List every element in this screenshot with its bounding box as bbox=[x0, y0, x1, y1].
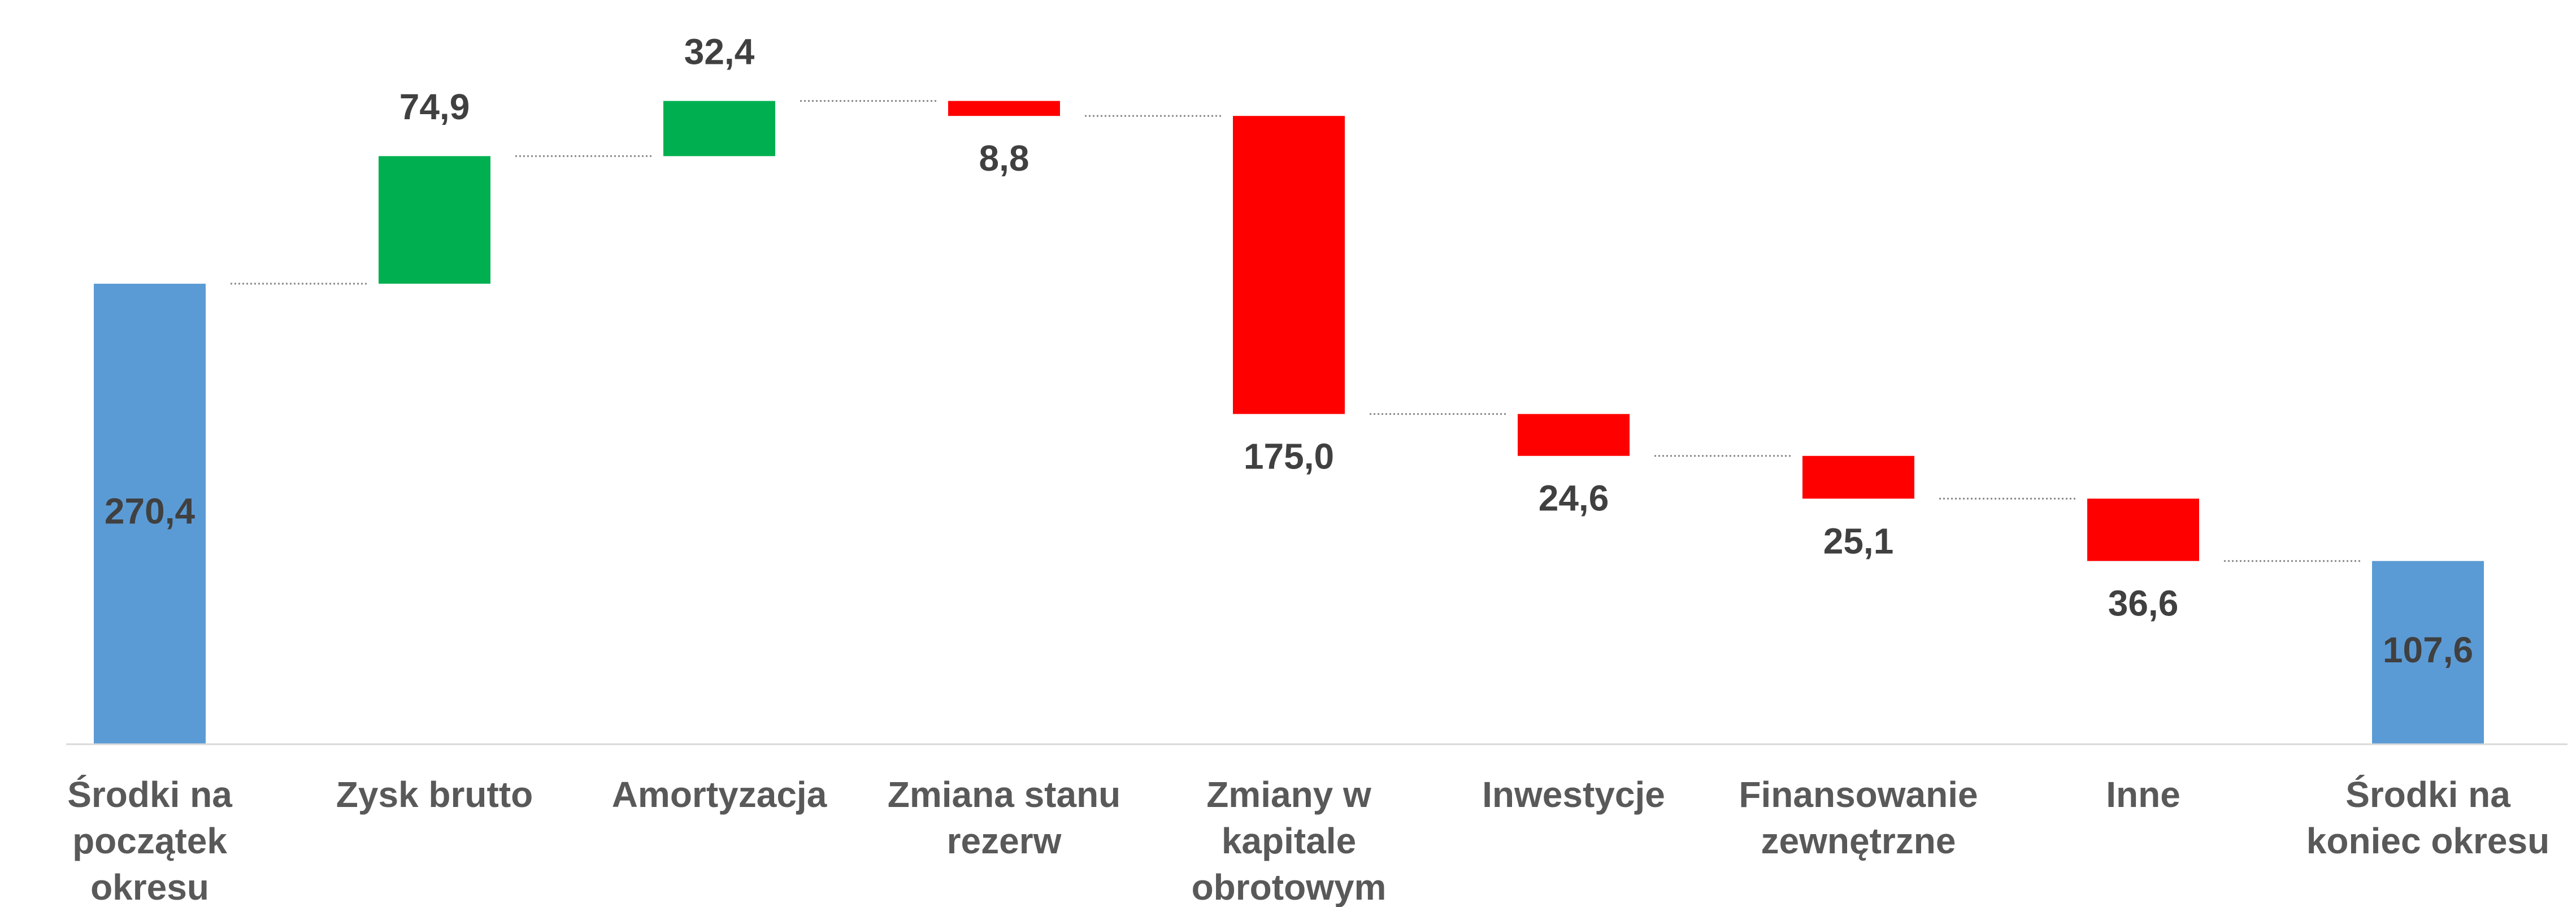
data-label: 25,1 bbox=[1823, 520, 1894, 561]
bar bbox=[1233, 116, 1345, 414]
data-label: 24,6 bbox=[1539, 478, 1609, 519]
bar bbox=[1518, 414, 1630, 456]
data-label: 175,0 bbox=[1244, 436, 1334, 477]
data-label: 36,6 bbox=[2108, 583, 2179, 624]
x-tick-label: Zmiany w kapitale obrotowym bbox=[1191, 774, 1387, 907]
bar bbox=[663, 101, 775, 157]
bar bbox=[948, 101, 1060, 116]
bar bbox=[1802, 455, 1914, 499]
x-tick-label: Środki na koniec okresu bbox=[2306, 774, 2550, 861]
x-tick-label: Zysk brutto bbox=[336, 774, 533, 815]
bar bbox=[94, 284, 206, 744]
data-label: 8,8 bbox=[979, 138, 1029, 179]
data-label: 32,4 bbox=[684, 32, 755, 72]
bar bbox=[2372, 561, 2484, 744]
x-tick-label: Amortyzacja bbox=[611, 774, 827, 815]
data-label: 107,6 bbox=[2383, 630, 2473, 670]
x-tick-label: Środki na początek okresu bbox=[67, 774, 232, 907]
x-tick-label: Zmiana stanu rezerw bbox=[887, 774, 1121, 861]
bar bbox=[379, 156, 490, 284]
bar bbox=[2087, 498, 2199, 561]
data-label: 74,9 bbox=[399, 86, 470, 127]
x-tick-label: Inwestycje bbox=[1482, 774, 1665, 815]
data-label: 270,4 bbox=[105, 491, 196, 531]
x-tick-label: Finansowanie zewnętrzne bbox=[1739, 774, 1978, 861]
x-tick-label: Inne bbox=[2106, 774, 2180, 815]
